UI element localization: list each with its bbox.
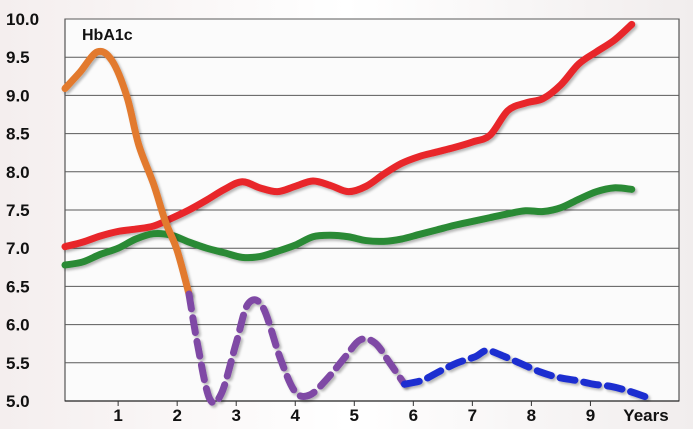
y-tick-label: 10.0 (6, 10, 39, 29)
y-tick-label: 6.0 (6, 316, 30, 335)
y-tick-label: 7.5 (6, 201, 30, 220)
y-tick-label: 9.0 (6, 86, 30, 105)
chart-title: HbA1c (82, 27, 133, 44)
x-tick-label: 9 (586, 406, 595, 425)
y-tick-label: 8.5 (6, 125, 30, 144)
x-tick-label: 7 (468, 406, 477, 425)
y-tick-label: 5.0 (6, 392, 30, 411)
y-tick-label: 7.0 (6, 239, 30, 258)
x-tick-label: 2 (172, 406, 181, 425)
y-tick-label: 5.5 (6, 354, 30, 373)
x-tick-label: 6 (409, 406, 418, 425)
x-tick-label: 5 (350, 406, 359, 425)
x-tick-label: 1 (113, 406, 122, 425)
y-tick-label: 9.5 (6, 48, 30, 67)
series-line-orange (61, 47, 193, 298)
x-tick-label: 8 (527, 406, 536, 425)
x-axis-label: Years (623, 406, 668, 425)
y-tick-label: 6.5 (6, 277, 30, 296)
series-line-orange-purple-oscillation (185, 290, 408, 407)
x-tick-label: 3 (231, 406, 240, 425)
y-tick-label: 8.0 (6, 163, 30, 182)
x-tick-label: 4 (291, 406, 301, 425)
